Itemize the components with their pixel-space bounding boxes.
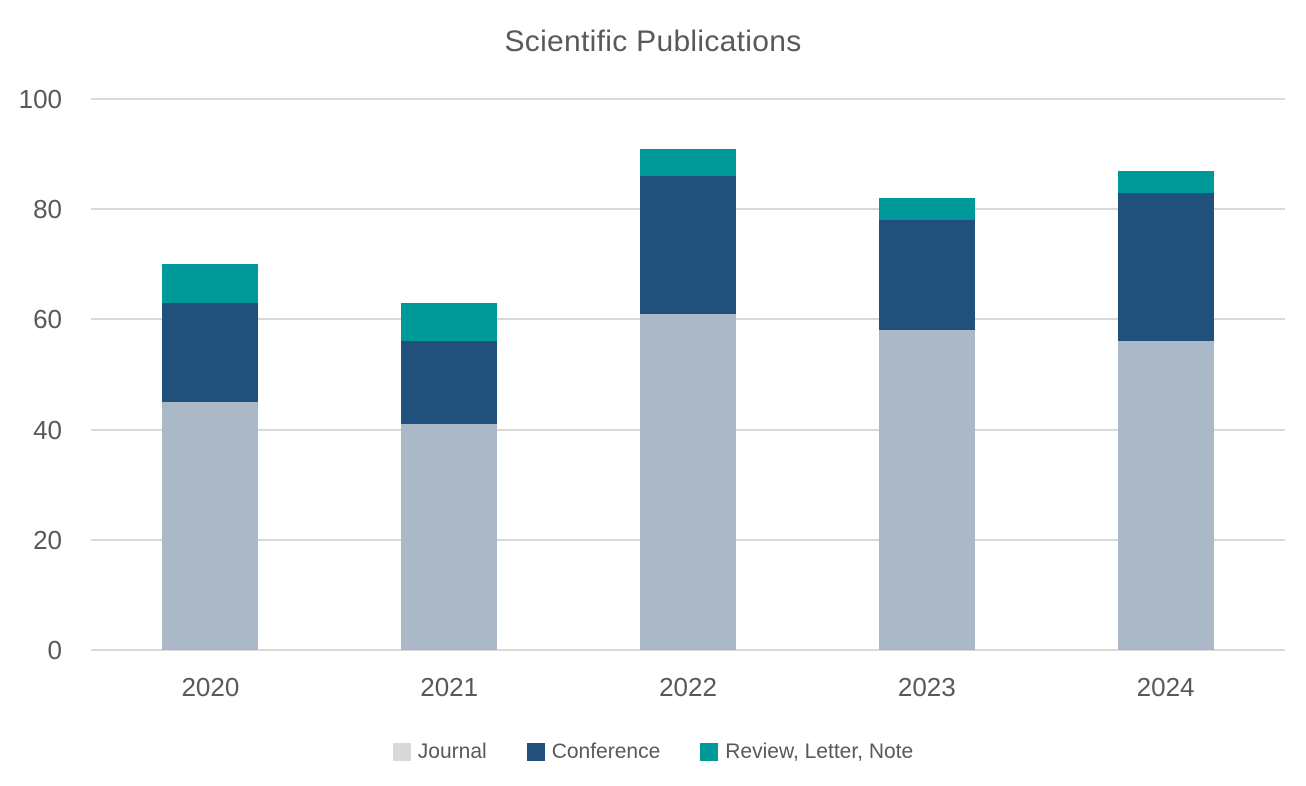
x-axis-tick-label: 2021	[420, 672, 479, 702]
legend-label-conference: Conference	[551, 740, 661, 763]
chart-title: Scientific Publications	[504, 25, 802, 58]
x-axis-tick-label: 2024	[1136, 672, 1195, 702]
x-axis-tick-label: 2022	[659, 672, 717, 702]
bar-segment-journal-2023	[878, 330, 975, 650]
legend-swatch-conference	[526, 743, 545, 761]
x-axis-tick-label: 2023	[897, 672, 956, 702]
bar-segment-conference-2020	[162, 302, 259, 403]
bar-segment-journal-2021	[401, 424, 498, 650]
y-axis-tick-label: 100	[18, 84, 62, 114]
y-axis-tick-label: 40	[33, 414, 62, 445]
legend-label-journal: Journal	[417, 740, 487, 763]
bar-segment-conference-2023	[878, 220, 975, 331]
legend-item-journal: Journal	[392, 739, 487, 765]
bar-segment-conference-2021	[401, 341, 498, 425]
legend-swatch-journal	[392, 743, 411, 761]
legend-item-review-letter-note: Review, Letter, Note	[700, 739, 913, 765]
gridline-y-0	[91, 649, 1285, 651]
legend-swatch-review-letter-note	[700, 743, 719, 761]
y-axis-tick-label: 20	[33, 524, 62, 555]
bar-segment-journal-2024	[1117, 341, 1214, 650]
y-axis-tick-label: 60	[33, 304, 62, 335]
bar-segment-journal-2020	[162, 402, 259, 650]
bar-segment-review-letter-note-2021	[401, 302, 498, 342]
gridline-y-100	[91, 98, 1285, 100]
chart-legend: Journal Conference Review, Letter, Note	[0, 736, 1306, 768]
bar-segment-review-letter-note-2020	[162, 264, 259, 303]
y-axis-tick-label: 0	[47, 635, 62, 665]
bar-segment-review-letter-note-2023	[878, 198, 975, 221]
bar-segment-conference-2022	[640, 176, 736, 314]
bar-segment-review-letter-note-2022	[640, 148, 736, 177]
legend-label-review-letter-note: Review, Letter, Note	[725, 740, 914, 763]
x-axis-tick-label: 2020	[181, 672, 240, 702]
bar-segment-journal-2022	[640, 313, 736, 650]
bar-segment-review-letter-note-2024	[1117, 170, 1214, 193]
legend-item-conference: Conference	[526, 739, 661, 765]
bar-segment-conference-2024	[1117, 192, 1214, 342]
y-axis-tick-label: 80	[33, 194, 62, 225]
